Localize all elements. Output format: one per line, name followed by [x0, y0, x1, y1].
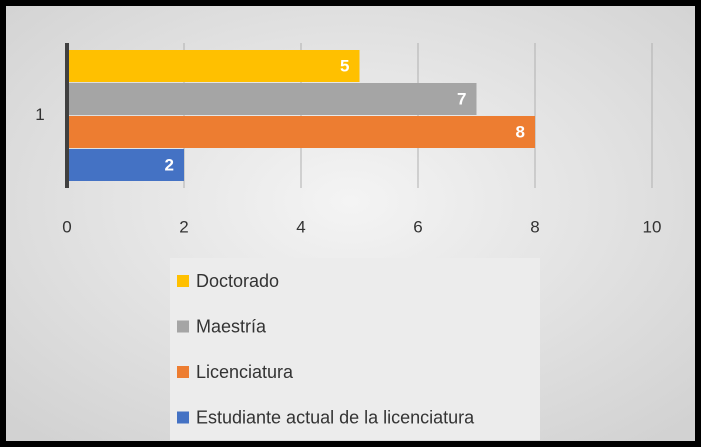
legend-swatch	[177, 320, 189, 333]
data-label: 5	[340, 56, 349, 75]
x-tick-label: 6	[413, 217, 422, 236]
legend-label: Estudiante actual de la licenciatura	[196, 407, 475, 427]
x-tick-label: 10	[643, 217, 662, 236]
x-tick-label: 4	[296, 217, 305, 236]
legend-swatch	[177, 275, 189, 287]
bar	[67, 83, 477, 115]
x-tick-label: 2	[179, 217, 188, 236]
legend-box	[170, 258, 540, 440]
x-tick-label: 0	[62, 217, 71, 236]
legend-label: Doctorado	[196, 271, 279, 291]
bar	[67, 149, 184, 181]
x-tick-label: 8	[530, 217, 539, 236]
legend-swatch	[177, 411, 189, 424]
data-label: 2	[165, 155, 174, 174]
legend-swatch	[177, 366, 189, 378]
data-label: 7	[457, 89, 466, 108]
bar	[67, 50, 360, 82]
data-label: 8	[516, 122, 525, 141]
bar	[67, 116, 535, 148]
legend-label: Licenciatura	[196, 362, 294, 382]
legend-label: Maestría	[196, 316, 267, 336]
y-tick-label: 1	[35, 105, 44, 124]
